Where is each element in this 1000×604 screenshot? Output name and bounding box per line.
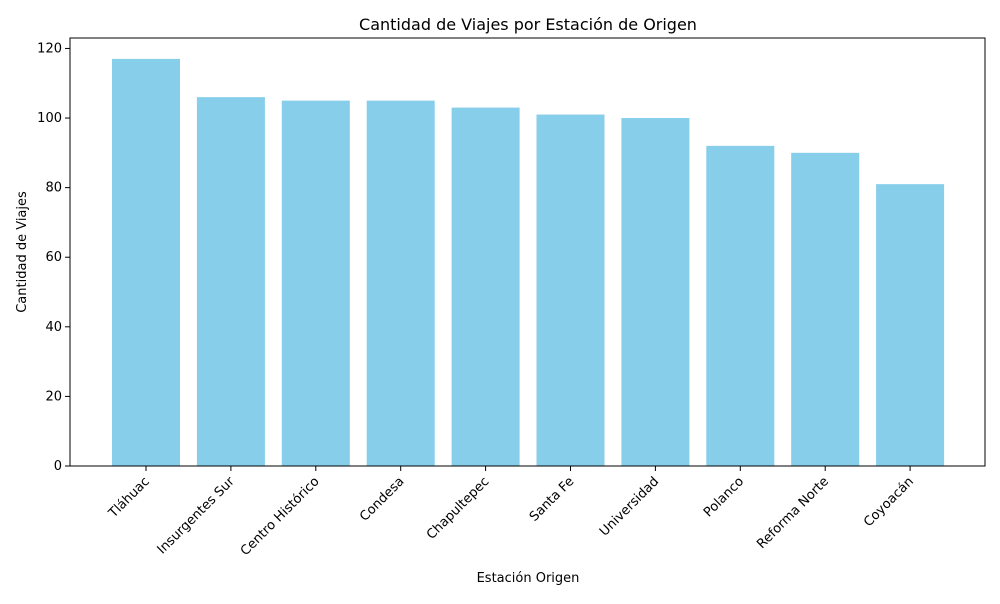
- y-axis-label: Cantidad de Viajes: [15, 191, 30, 313]
- x-tick-label: Universidad: [597, 474, 662, 539]
- x-tick-label: Santa Fe: [527, 474, 578, 525]
- y-tick-label: 40: [45, 320, 62, 335]
- bar: [791, 152, 860, 466]
- bar: [451, 107, 520, 466]
- y-tick-label: 100: [37, 111, 62, 126]
- x-tick-label: Condesa: [357, 474, 407, 524]
- x-tick-label: Centro Histórico: [238, 474, 323, 559]
- plot-frame: [69, 37, 986, 467]
- bar: [621, 118, 690, 466]
- y-tick-label: 0: [54, 459, 62, 474]
- y-tick-label: 20: [45, 389, 62, 404]
- x-tick-label: Coyoacán: [861, 474, 917, 530]
- x-tick-label: Polanco: [701, 474, 747, 520]
- bar: [196, 97, 265, 466]
- y-tick-label: 120: [37, 41, 62, 56]
- x-tick-label: Insurgentes Sur: [155, 474, 239, 558]
- x-axis-label: Estación Origen: [477, 571, 580, 586]
- bar: [366, 100, 435, 466]
- bar: [281, 100, 350, 466]
- plot-area: 0 20 40 60 80 100 120 Tláhuac Insurgentes Sur Cen…: [37, 37, 986, 559]
- x-tick-label: Chapultepec: [424, 474, 493, 543]
- y-tick-label: 60: [45, 250, 62, 265]
- x-tick-label: Reforma Norte: [754, 474, 832, 552]
- bar: [876, 184, 945, 466]
- bar: [706, 145, 775, 466]
- bar: [112, 58, 180, 466]
- x-tick-label: Tláhuac: [105, 474, 152, 521]
- y-tick-label: 80: [45, 181, 62, 196]
- bar: [536, 114, 605, 466]
- chart-title: Cantidad de Viajes por Estación de Orige…: [359, 15, 697, 34]
